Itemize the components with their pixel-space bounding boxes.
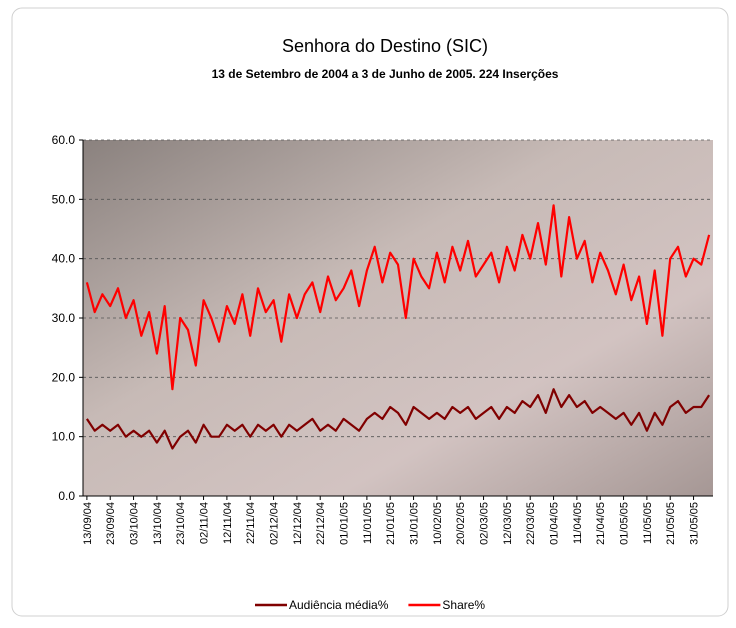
x-tick-label: 21/01/05 (385, 502, 397, 545)
y-tick-label: 60.0 (52, 133, 76, 147)
x-tick-label: 13/09/04 (82, 502, 94, 545)
x-tick-label: 22/12/04 (315, 502, 327, 545)
x-tick-label: 31/01/05 (409, 502, 421, 545)
x-tick-label: 01/04/05 (549, 502, 561, 545)
y-tick-label: 0.0 (58, 489, 75, 503)
series-line (85, 388, 711, 450)
series-line (85, 204, 711, 391)
x-tick-label: 03/10/04 (129, 502, 141, 545)
x-tick-label: 02/11/04 (199, 502, 211, 544)
x-tick-label: 10/02/05 (432, 502, 444, 545)
x-tick-label: 21/05/05 (665, 502, 677, 545)
x-tick-label: 22/11/04 (245, 502, 257, 544)
x-tick-label: 13/10/04 (152, 502, 164, 545)
x-tick-label: 31/05/05 (689, 502, 701, 545)
chart-subtitle: 13 de Setembro de 2004 a 3 de Junho de 2… (212, 67, 559, 81)
x-tick-label: 23/09/04 (105, 502, 117, 545)
x-tick-label: 12/11/04 (222, 502, 234, 544)
x-tick-label: 23/10/04 (175, 502, 187, 545)
y-tick-label: 30.0 (52, 311, 76, 325)
x-tick-label: 11/04/05 (572, 502, 584, 544)
legend-label: Audiência média% (289, 598, 389, 612)
x-tick-label: 02/03/05 (479, 502, 491, 545)
chart-title: Senhora do Destino (SIC) (282, 36, 488, 56)
x-tick-label: 11/05/05 (642, 502, 654, 544)
x-tick-label: 21/04/05 (595, 502, 607, 545)
x-tick-label: 12/12/04 (292, 502, 304, 545)
x-tick-label: 11/01/05 (362, 502, 374, 544)
x-tick-label: 01/05/05 (619, 502, 631, 545)
y-tick-label: 40.0 (52, 252, 76, 266)
x-tick-label: 12/03/05 (502, 502, 514, 545)
y-tick-label: 10.0 (52, 430, 76, 444)
legend-label: Share% (442, 598, 485, 612)
y-tick-label: 20.0 (52, 370, 76, 384)
y-tick-label: 50.0 (52, 192, 76, 206)
x-tick-label: 22/03/05 (525, 502, 537, 545)
x-tick-label: 20/02/05 (455, 502, 467, 545)
x-tick-label: 02/12/04 (269, 502, 281, 545)
x-tick-label: 01/01/05 (339, 502, 351, 545)
